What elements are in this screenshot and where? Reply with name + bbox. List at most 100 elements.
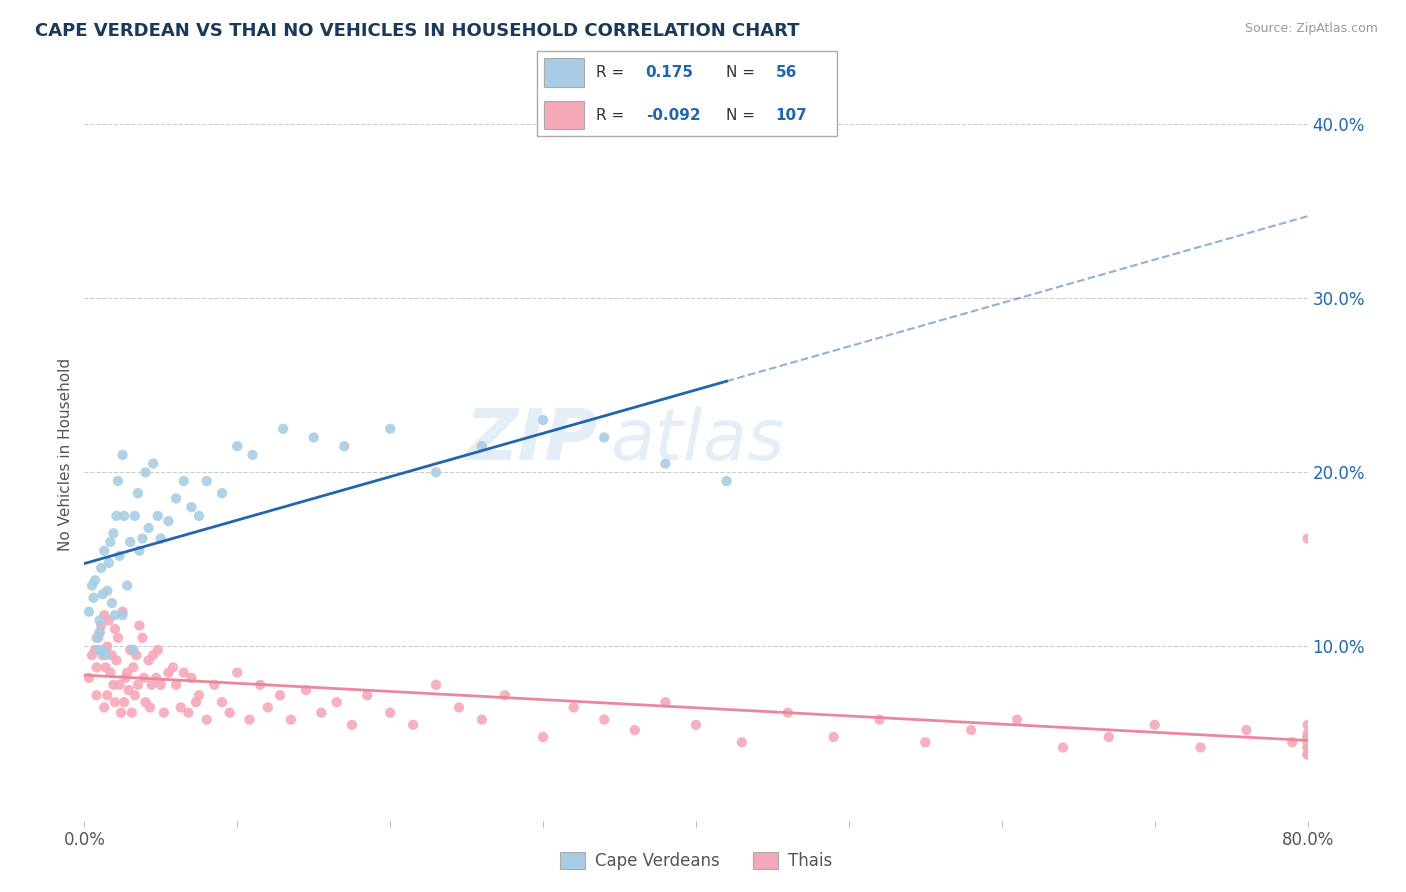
Point <box>226 439 249 453</box>
Point <box>1189 740 1212 755</box>
Point <box>202 678 225 692</box>
Point <box>86 631 108 645</box>
Point <box>96 688 118 702</box>
Point <box>869 713 891 727</box>
FancyBboxPatch shape <box>537 51 838 136</box>
Point <box>86 660 108 674</box>
Point <box>333 439 356 453</box>
Point <box>1281 735 1303 749</box>
Point <box>114 671 136 685</box>
Point <box>128 543 150 558</box>
Bar <box>544 101 583 129</box>
Point <box>356 688 378 702</box>
Y-axis label: No Vehicles in Household: No Vehicles in Household <box>58 359 73 551</box>
Point <box>149 532 172 546</box>
Point <box>90 618 112 632</box>
Point <box>105 653 128 667</box>
Point <box>494 688 516 702</box>
Point <box>1236 723 1258 737</box>
Point <box>122 660 145 674</box>
Point <box>87 631 110 645</box>
Point <box>1296 730 1319 744</box>
Point <box>86 688 108 702</box>
Point <box>112 695 135 709</box>
Point <box>1296 532 1319 546</box>
Point <box>162 660 184 674</box>
Point <box>153 706 176 720</box>
Point <box>380 706 402 720</box>
Point <box>325 695 347 709</box>
Point <box>132 671 155 685</box>
Point <box>471 713 494 727</box>
Point <box>180 500 202 515</box>
Point <box>93 608 115 623</box>
Point <box>145 671 167 685</box>
Text: -0.092: -0.092 <box>645 108 700 122</box>
Point <box>128 618 150 632</box>
Point <box>142 457 165 471</box>
Point <box>1296 747 1319 762</box>
Text: R =: R = <box>596 65 624 79</box>
Point <box>340 718 363 732</box>
Point <box>531 413 554 427</box>
Point <box>180 671 202 685</box>
Point <box>135 466 157 480</box>
Text: 56: 56 <box>776 65 797 79</box>
Point <box>87 643 110 657</box>
Point <box>91 643 114 657</box>
Point <box>111 448 134 462</box>
Point <box>107 631 129 645</box>
Point <box>103 678 125 692</box>
Point <box>138 653 160 667</box>
Point <box>90 561 112 575</box>
Point <box>111 608 134 623</box>
Point <box>295 683 318 698</box>
Point <box>120 535 142 549</box>
Point <box>471 439 494 453</box>
Point <box>93 543 115 558</box>
Point <box>960 723 983 737</box>
Text: CAPE VERDEAN VS THAI NO VEHICLES IN HOUSEHOLD CORRELATION CHART: CAPE VERDEAN VS THAI NO VEHICLES IN HOUS… <box>35 22 800 40</box>
Point <box>131 532 153 546</box>
Point <box>121 706 143 720</box>
Point <box>1052 740 1074 755</box>
Text: Source: ZipAtlas.com: Source: ZipAtlas.com <box>1244 22 1378 36</box>
Point <box>184 695 207 709</box>
Point <box>654 695 676 709</box>
Point <box>98 665 121 680</box>
Point <box>142 648 165 663</box>
Point <box>96 583 118 598</box>
Point <box>77 671 100 685</box>
Point <box>380 422 402 436</box>
Point <box>823 730 845 744</box>
Point <box>402 718 425 732</box>
Text: 107: 107 <box>776 108 807 122</box>
Point <box>77 605 100 619</box>
Text: R =: R = <box>596 108 624 122</box>
Point <box>84 643 107 657</box>
Text: 0.175: 0.175 <box>645 65 693 79</box>
Point <box>98 535 121 549</box>
Point <box>226 665 249 680</box>
Point <box>311 706 333 720</box>
Point <box>562 700 585 714</box>
Point <box>115 665 138 680</box>
Text: N =: N = <box>725 108 755 122</box>
Point <box>177 706 200 720</box>
Point <box>685 718 707 732</box>
Point <box>111 605 134 619</box>
Text: atlas: atlas <box>610 406 785 475</box>
Point <box>104 622 127 636</box>
Point <box>80 648 103 663</box>
Bar <box>544 58 583 87</box>
Point <box>91 648 114 663</box>
Point <box>188 508 211 523</box>
Point <box>1296 740 1319 755</box>
Point <box>302 430 325 444</box>
Point <box>122 643 145 657</box>
Point <box>1296 726 1319 740</box>
Point <box>89 625 111 640</box>
Point <box>269 688 291 702</box>
Point <box>195 474 218 488</box>
Point <box>124 508 146 523</box>
